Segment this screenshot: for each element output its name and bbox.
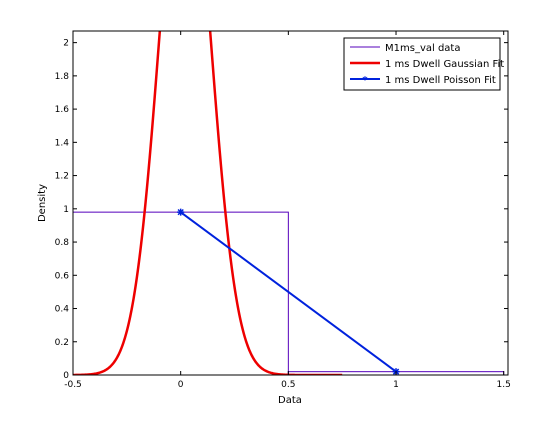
x-tick-label: 0.5 (281, 380, 295, 390)
x-tick-label: 1.5 (497, 380, 511, 390)
legend-marker-poisson: * (362, 75, 368, 86)
x-tick-label: 0 (178, 380, 184, 390)
x-axis-label: Data (278, 395, 302, 406)
x-tick-label: -0.5 (64, 380, 82, 390)
tick-layer: -0.5 0 0.5 1 1.500.20.40.60.811.21.41.61.82 (55, 31, 511, 390)
y-tick-label: 1.8 (55, 72, 70, 82)
y-axis-label: Density (37, 184, 48, 222)
y-tick-label: 0.2 (55, 338, 69, 348)
poisson-marker (177, 208, 185, 216)
legend-label-histogram: M1ms_val data (385, 43, 460, 54)
y-tick-label: 0 (63, 371, 69, 381)
y-tick-label: 0.8 (55, 238, 70, 248)
y-tick-label: 1.4 (55, 138, 70, 148)
y-tick-label: 2 (63, 39, 69, 49)
x-tick-label: 1 (393, 380, 399, 390)
plot-frame (72, 30, 509, 376)
y-tick-label: 0.4 (55, 305, 70, 315)
y-tick-label: 1 (63, 205, 69, 215)
poisson-fit-line (180, 211, 397, 373)
legend: M1ms_val data 1 ms Dwell Gaussian Fit * … (343, 37, 504, 91)
y-tick-label: 1.6 (55, 105, 70, 115)
legend-label-gaussian: 1 ms Dwell Gaussian Fit (385, 59, 504, 70)
y-tick-label: 1.2 (55, 172, 69, 182)
legend-label-poisson: 1 ms Dwell Poisson Fit (385, 75, 496, 86)
y-tick-label: 0.6 (55, 271, 70, 281)
